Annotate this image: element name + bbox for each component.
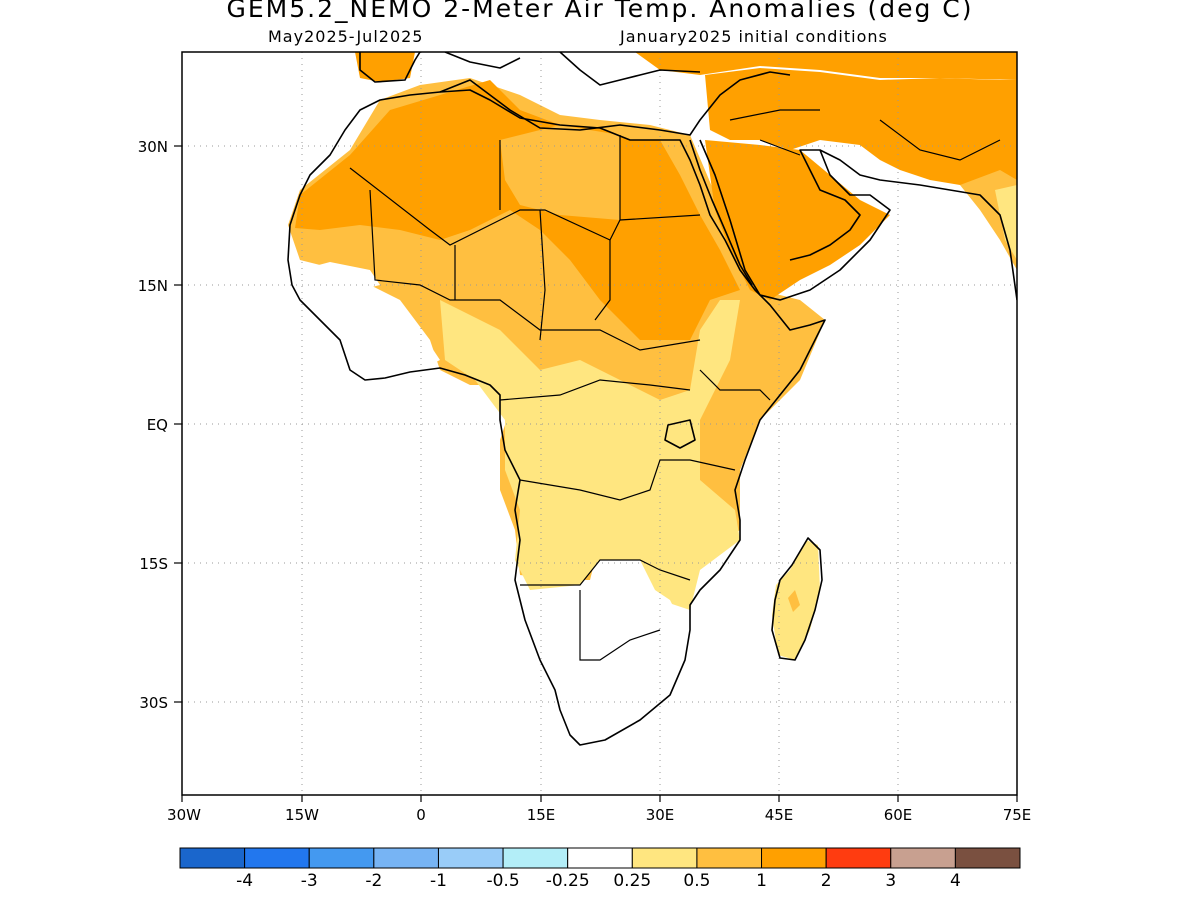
africa-coastline [287,89,826,746]
lake-victoria [664,419,696,449]
lon-label: 75E [1003,806,1032,824]
lon-label: 0 [416,806,426,824]
legend-label: -4 [236,871,254,891]
axis-ticks [174,145,1018,802]
shade-neutral-southern-africa [520,580,690,745]
legend-swatch [761,847,827,869]
legend-label: 2 [820,871,832,891]
legend-swatch [631,847,698,869]
legend-swatch [825,847,892,869]
shade-0-25-0-5-india [995,185,1017,260]
legend-swatch [954,847,1021,869]
country-borders [349,109,1001,661]
legend-label: -0.25 [545,871,590,891]
lon-label: 30W [167,806,201,824]
legend-label: -0.5 [486,871,520,891]
lat-label: 15N [138,277,168,295]
legend-label: 4 [949,871,961,891]
shade-1-2-arabia-south [705,140,890,300]
legend-swatch [244,847,310,869]
shade-1-2-anatolia [635,52,1017,80]
shade-1-2-sahara [295,80,740,340]
lon-label: 45E [765,806,794,824]
anomaly-shading [288,52,1017,745]
legend-label: 3 [885,871,897,891]
madagascar-outline [771,537,823,661]
shade-neutral-gulf-guinea [340,320,440,380]
red-sea-west [689,139,753,286]
shade-0-25-0-5-central [440,300,740,610]
iran-coastline [819,149,1017,301]
legend-swatch [308,847,375,869]
legend-label: 0.25 [613,871,652,891]
lon-labels: 30W 15W 0 15E 30E 45E 60E 75E [167,806,1031,824]
legend-label: -3 [300,871,318,891]
legend-label: -2 [365,871,383,891]
arabia-coastline [699,139,891,301]
legend-swatch [696,847,763,869]
shade-0-5-1-madagascar [788,590,800,612]
lat-label: 30N [138,138,168,156]
lat-label: 15S [139,555,168,573]
legend-label: 0.5 [683,871,711,891]
legend-label: -1 [429,871,447,891]
forecast-period: May2025-Jul2025 [268,27,424,46]
shade-neutral-senegal [300,262,380,290]
legend-swatch [179,847,246,869]
coastlines [287,52,1017,746]
lon-label: 15E [527,806,556,824]
shade-1-2-europe [355,52,415,82]
lat-labels: 30N 15N EQ 15S 30S [138,138,168,712]
shade-0-5-1-libya [500,125,620,220]
color-legend [179,847,1021,869]
lon-label: 15W [285,806,319,824]
lat-label: EQ [147,416,168,434]
legend-swatch [373,847,439,869]
lon-label: 30E [646,806,675,824]
shade-1-2-arabia [705,68,1017,190]
legend-label: 1 [756,871,767,891]
legend-swatch [502,847,569,869]
legend-swatch [890,847,956,869]
legend-swatch [437,847,504,869]
europe-coast [359,52,701,86]
initial-conditions: January2025 initial conditions [620,27,888,46]
lat-label: 30S [139,694,168,712]
legend-swatch [567,847,633,869]
map-title: GEM5.2_NEMO 2-Meter Air Temp. Anomalies … [226,0,974,23]
lon-label: 60E [884,806,913,824]
mediterranean-coast [439,71,791,136]
